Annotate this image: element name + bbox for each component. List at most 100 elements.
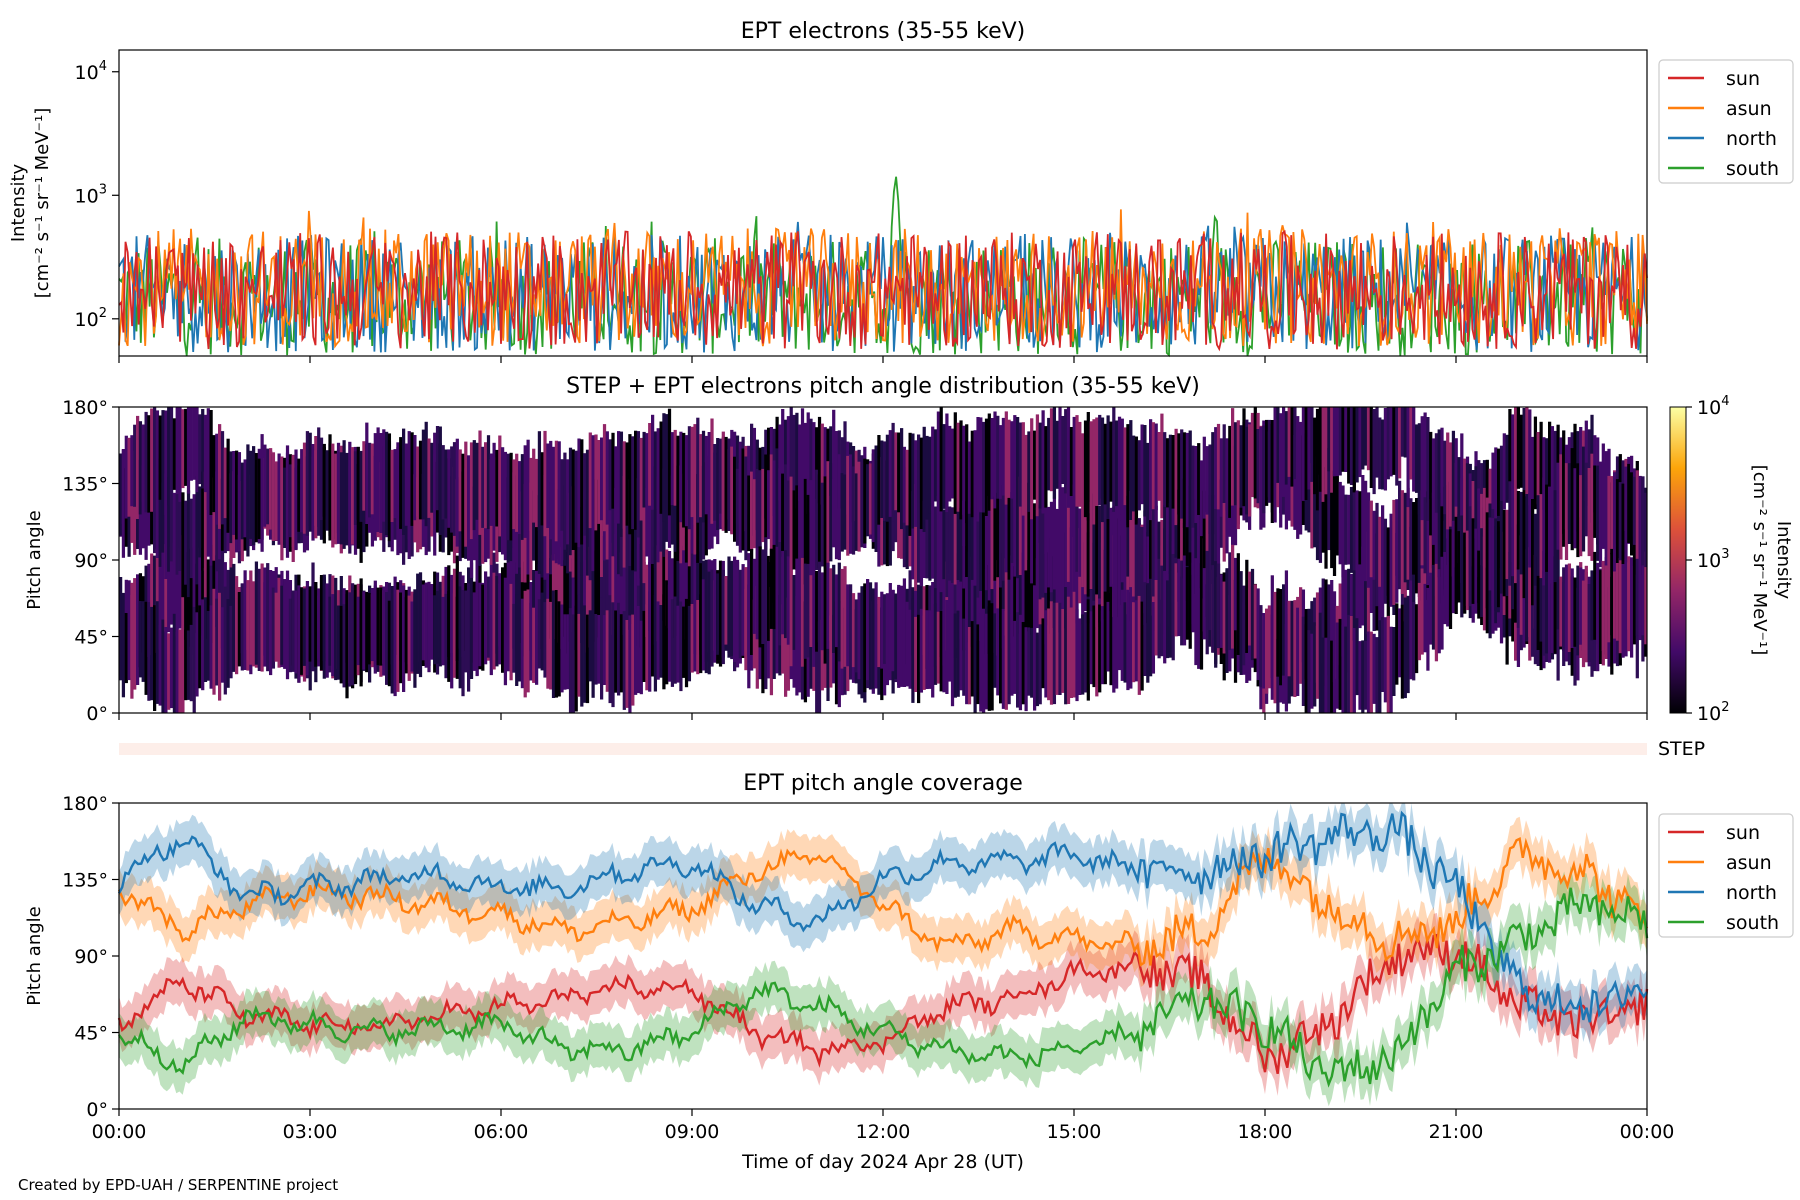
coverage-line-south — [118, 887, 1649, 1088]
heatmap-cell — [803, 422, 808, 498]
heatmap-cell — [1378, 620, 1382, 713]
heatmap-cell — [153, 605, 157, 711]
heatmap-cell — [1276, 588, 1280, 677]
heatmap-cell — [1403, 407, 1407, 458]
heatmap-cell — [433, 432, 437, 512]
heatmap-cell — [121, 592, 126, 698]
heatmap-cell — [682, 545, 686, 632]
heatmap-cell — [996, 608, 1000, 696]
heatmap-cell — [201, 409, 205, 489]
heatmap-cell — [1511, 483, 1515, 577]
heatmap-cell — [948, 607, 952, 682]
heatmap-cell — [902, 597, 907, 681]
heatmap-cell — [254, 453, 259, 543]
heatmap-cell — [351, 447, 355, 545]
heatmap-cell — [206, 611, 210, 681]
heatmap-cell — [235, 450, 239, 540]
heatmap-cell — [1400, 407, 1405, 457]
x-tick-label: 09:00 — [665, 1121, 720, 1143]
heatmap-cell — [1182, 432, 1187, 528]
heatmap-cell — [532, 448, 536, 523]
heatmap-cell — [568, 548, 573, 642]
heatmap-cell — [356, 596, 360, 666]
heatmap-cell — [755, 469, 759, 562]
heatmap-cell — [1627, 556, 1631, 630]
heatmap-cell — [1313, 622, 1317, 707]
heatmap-cell — [670, 558, 675, 627]
heatmap-cell — [597, 553, 601, 638]
heatmap-cell — [704, 570, 708, 674]
heatmap-cell — [1180, 499, 1184, 577]
heatmap-cell — [492, 572, 496, 670]
heatmap-cell — [1406, 487, 1410, 580]
heatmap-cell — [1007, 419, 1011, 498]
heatmap-cell — [826, 610, 830, 701]
distribution-y-tick-label: 90° — [74, 550, 108, 572]
heatmap-cell — [1330, 407, 1334, 493]
heatmap-cell — [1296, 416, 1300, 485]
heatmap-cell — [617, 473, 621, 575]
heatmap-cell — [186, 490, 191, 598]
heatmap-cell — [192, 494, 196, 578]
heatmap-cell — [823, 565, 827, 664]
heatmap-cell — [421, 584, 426, 661]
heatmap-cell — [1304, 407, 1308, 500]
heatmap-cell — [1355, 490, 1359, 573]
heatmap-cell — [775, 546, 779, 638]
heatmap-cell — [520, 598, 525, 689]
heatmap-cell — [1174, 428, 1178, 526]
heatmap-cell — [464, 590, 468, 673]
heatmap-cell — [1307, 630, 1311, 713]
coverage-y-tick-label: 135° — [62, 870, 108, 892]
heatmap-cell — [1134, 600, 1139, 682]
heatmap-cell — [1038, 624, 1042, 705]
heatmap-cell — [294, 449, 298, 551]
heatmap-cell — [1166, 530, 1170, 608]
heatmap-cell — [546, 443, 550, 528]
heatmap-cell — [195, 612, 199, 697]
heatmap-cell — [987, 413, 991, 511]
heatmap-cell — [209, 553, 213, 651]
heatmap-cell — [1581, 580, 1586, 668]
heatmap-cell — [883, 441, 887, 521]
heatmap-cell — [501, 585, 505, 673]
heatmap-cell — [959, 616, 963, 691]
heatmap-cell — [1570, 448, 1574, 551]
heatmap-cell — [1398, 608, 1402, 678]
heatmap-cell — [605, 431, 609, 525]
heatmap-cell — [1168, 570, 1173, 658]
distribution-panel-title: STEP + EPT electrons pitch angle distrib… — [566, 374, 1200, 399]
heatmap-cell — [280, 585, 284, 665]
heatmap-cell — [1315, 625, 1320, 699]
heatmap-cell — [302, 442, 307, 534]
heatmap-cell — [809, 480, 813, 577]
heatmap-cell — [718, 438, 723, 514]
heatmap-cell — [670, 432, 675, 506]
heatmap-cell — [365, 591, 369, 673]
heatmap-cell — [1474, 466, 1478, 558]
x-tick-label: 06:00 — [474, 1121, 529, 1143]
heatmap-cell — [1013, 415, 1017, 508]
heatmap-cell — [141, 465, 145, 549]
intensity-legend-box — [1658, 59, 1794, 184]
heatmap-cell — [1064, 409, 1068, 494]
heatmap-cell — [693, 424, 697, 525]
heatmap-cell — [1369, 407, 1373, 488]
heatmap-cell — [933, 603, 938, 685]
heatmap-cell — [919, 437, 924, 529]
heatmap-cell — [1321, 578, 1325, 664]
heatmap-cell — [1171, 435, 1175, 509]
heatmap-cell — [823, 427, 827, 504]
heatmap-cell — [1129, 587, 1133, 689]
heatmap-cell — [673, 596, 677, 684]
heatmap-cell — [1344, 626, 1348, 713]
heatmap-cell — [195, 476, 199, 585]
heatmap-cell — [1372, 633, 1376, 704]
heatmap-cell — [588, 432, 592, 529]
heatmap-cell — [393, 593, 397, 697]
heatmap-cell — [908, 432, 912, 536]
heatmap-cell — [769, 548, 774, 629]
heatmap-cell — [1604, 559, 1608, 659]
heatmap-cell — [1516, 407, 1521, 489]
heatmap-cell — [1579, 475, 1583, 557]
